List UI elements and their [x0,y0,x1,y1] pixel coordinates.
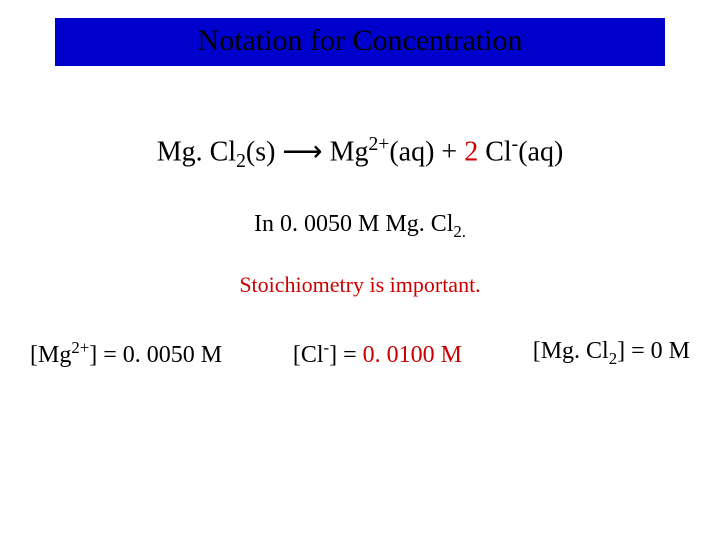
cl-concentration: [Cl-] = 0. 0100 M [293,338,462,369]
eq-lhs-sub: 2 [236,151,246,172]
eq-p2-state: (aq) [518,136,563,167]
eq-lhs-state: (s) [246,136,276,167]
eq-p1-sup: 2+ [368,134,389,155]
mg-close: ] = 0. 0050 M [89,342,222,368]
eq-coef2: 2 [464,136,478,167]
mg-concentration: [Mg2+] = 0. 0050 M [30,338,222,369]
mgcl2-concentration: [Mg. Cl2] = 0 M [533,338,690,369]
mgcl2-open: [Mg. Cl [533,338,609,364]
eq-p1-state: (aq) [389,136,434,167]
cl-value: 0. 0100 M [363,342,462,368]
mg-sup: 2+ [71,338,89,357]
mgcl2-sub: 2 [609,349,617,368]
equation: Mg. Cl2(s) ⟶ Mg2+(aq) + 2 Cl-(aq) [0,134,720,173]
cl-close-a: ] = [329,342,363,368]
eq-plus: + [434,136,464,167]
eq-p2-species: Cl [478,136,511,167]
eq-lhs-species: Mg. Cl [157,136,236,167]
stoichiometry-note: Stoichiometry is important. [0,272,720,298]
title-bar: Notation for Concentration [55,18,665,66]
subtitle-sub: 2. [453,222,466,241]
eq-arrow: ⟶ [282,136,322,167]
concentration-row: [Mg2+] = 0. 0050 M [Cl-] = 0. 0100 M [Mg… [30,338,690,369]
subtitle: In 0. 0050 M Mg. Cl2. [0,211,720,242]
mg-open: [Mg [30,342,71,368]
subtitle-prefix: In 0. 0050 M Mg. Cl [254,211,453,237]
mgcl2-close: ] = 0 M [617,338,690,364]
eq-p1-species: Mg [330,136,369,167]
cl-open: [Cl [293,342,324,368]
page-title: Notation for Concentration [198,24,523,57]
